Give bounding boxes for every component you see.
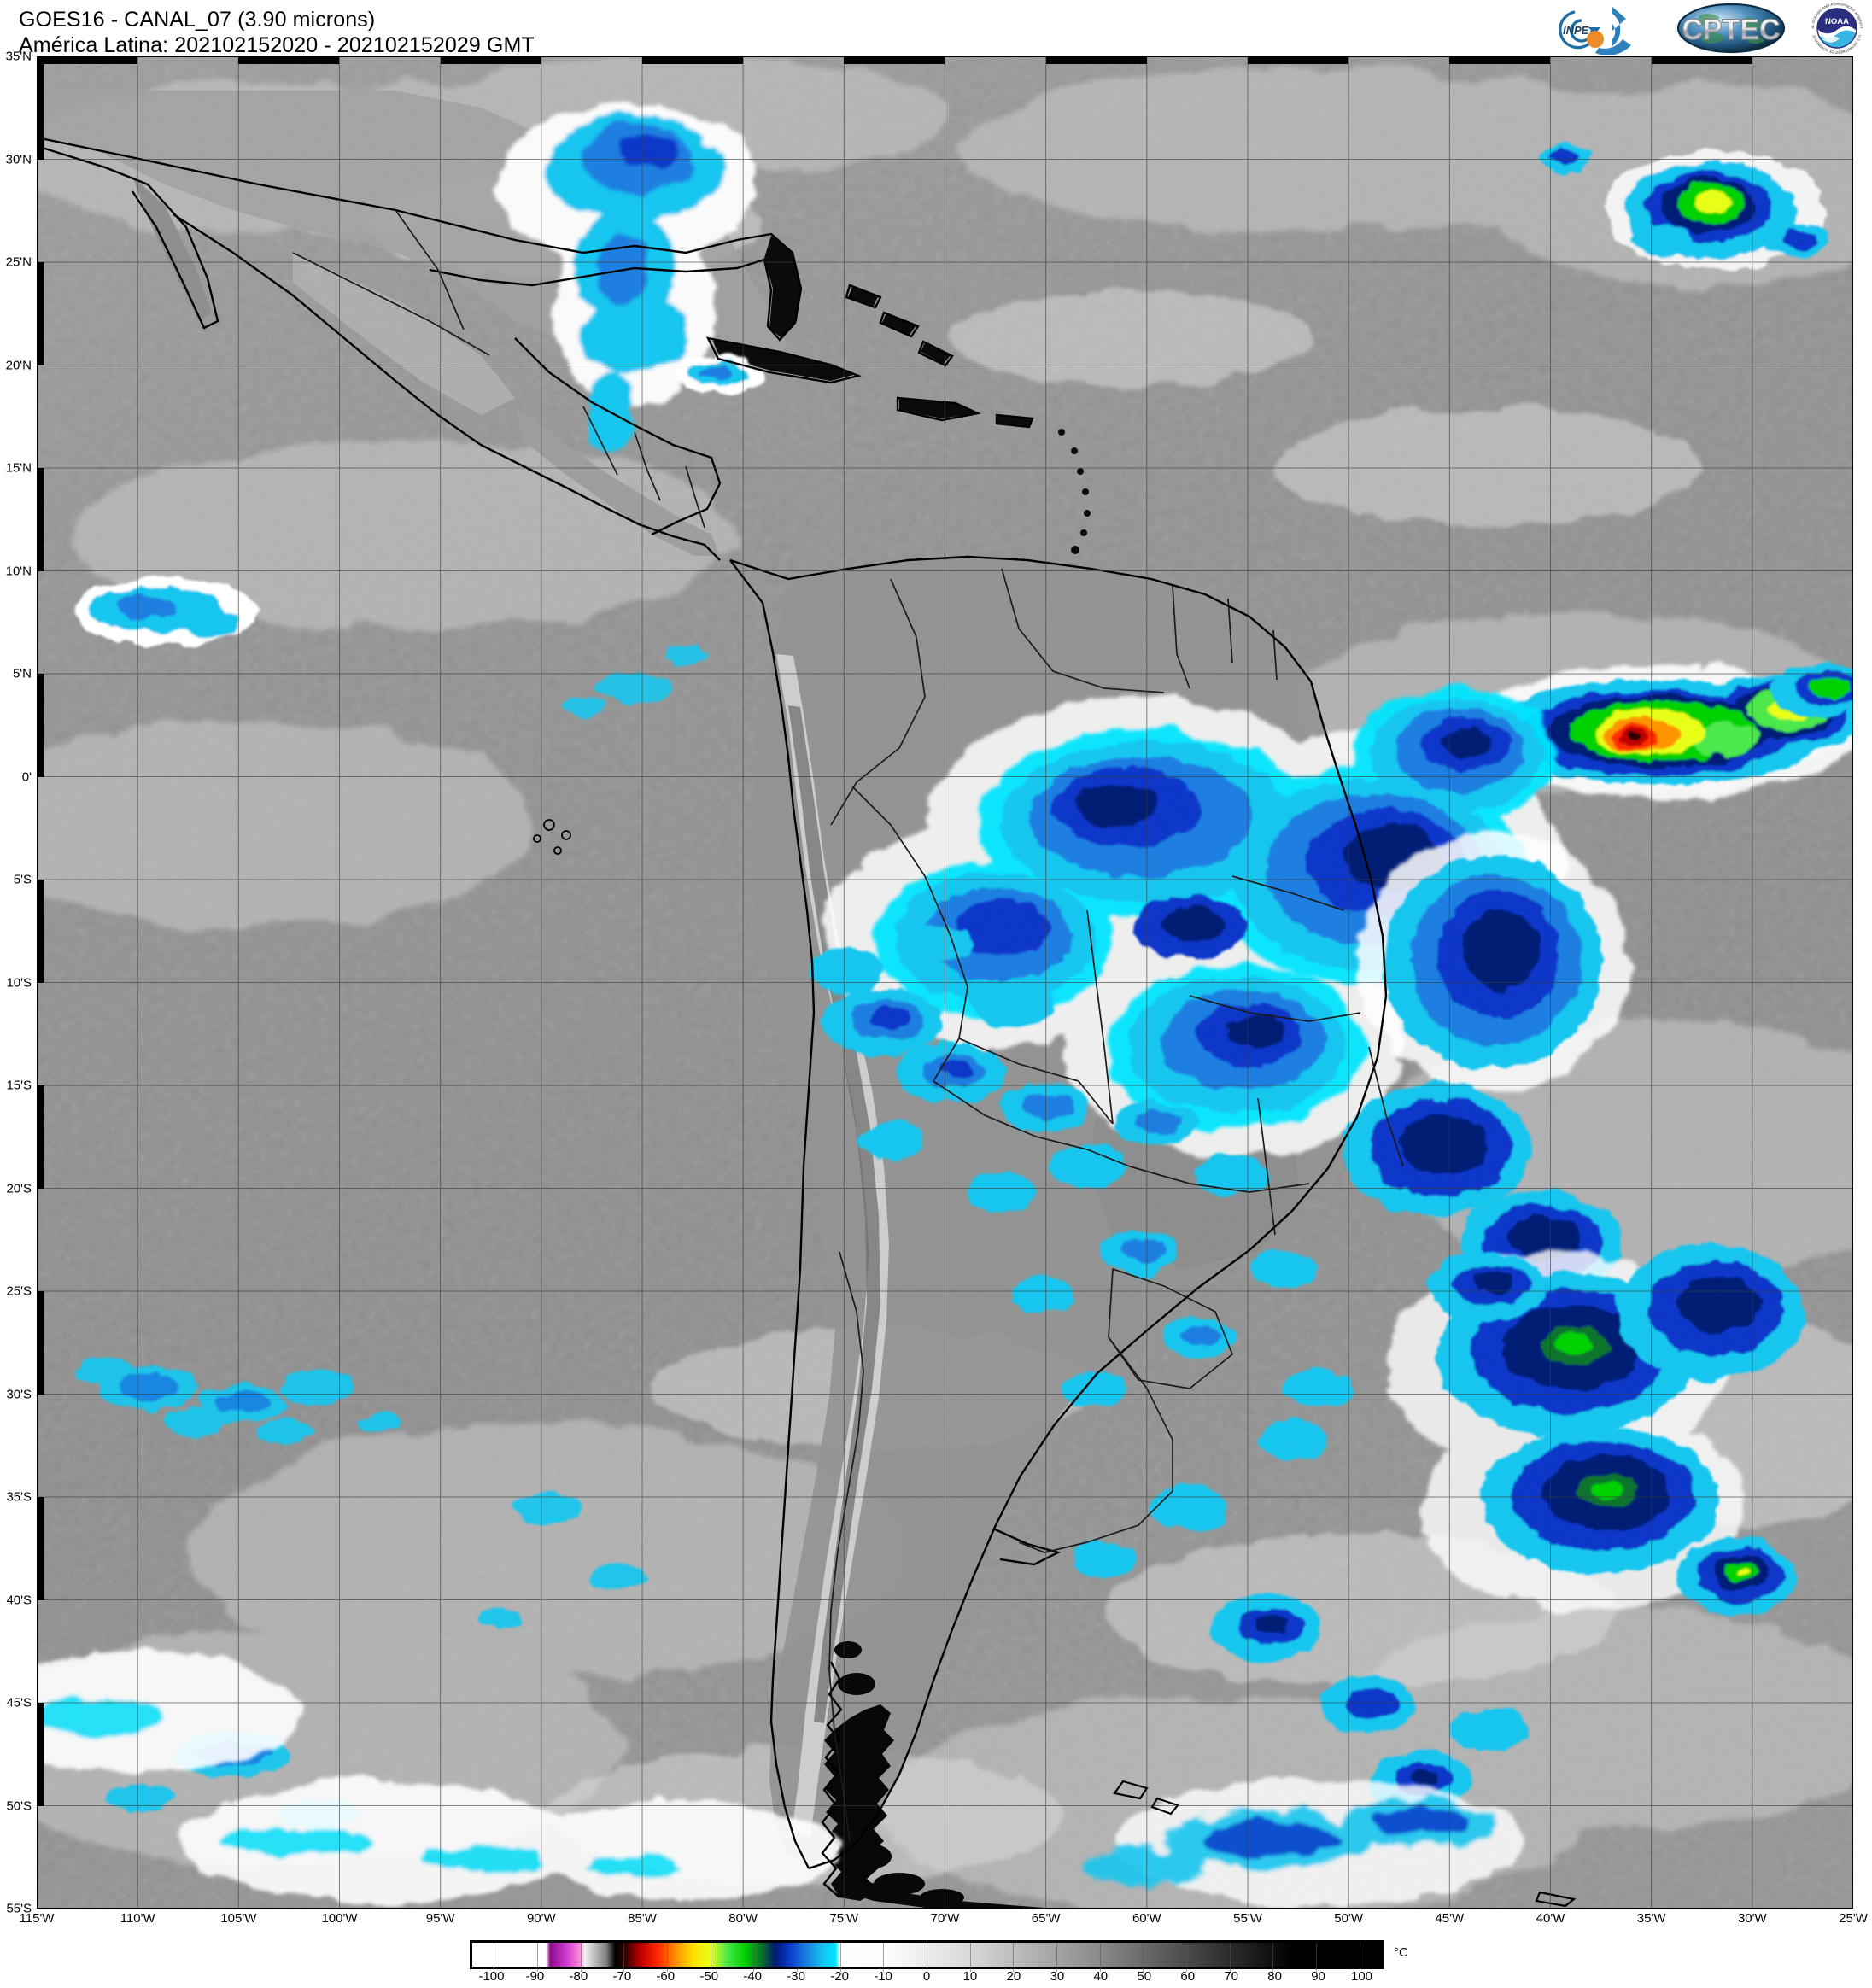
lon-tick-label: 60'W	[1132, 1911, 1161, 1926]
colorbar-tick-label: 10	[962, 1969, 978, 1984]
colorbar-tick-label: -20	[830, 1969, 849, 1984]
colorbar-separator	[667, 1943, 668, 1972]
colorbar-separator	[623, 1943, 625, 1972]
lat-tick-label: 15'S	[6, 1078, 32, 1093]
header: GOES16 - CANAL_07 (3.90 microns) América…	[0, 0, 1872, 58]
lat-tick-label: 30'S	[6, 1387, 32, 1401]
lat-tick-label: 0'	[21, 769, 32, 784]
coastlines	[37, 136, 1577, 1908]
lat-tick-label: 25'S	[6, 1283, 32, 1299]
inpe-logo: INPE	[1559, 7, 1631, 55]
lat-tick-label: 35'S	[6, 1489, 32, 1505]
lat-tick-label: 5'S	[13, 872, 32, 887]
lon-tick-label: 80'W	[728, 1911, 758, 1926]
colorbar-separator	[1143, 1943, 1144, 1972]
lon-tick-label: 70'W	[930, 1911, 960, 1926]
title-block: GOES16 - CANAL_07 (3.90 microns) América…	[19, 7, 535, 58]
lon-tick-label: 35'W	[1636, 1911, 1666, 1926]
lat-tick-label: 10'N	[5, 564, 32, 578]
colorbar-separator	[839, 1943, 841, 1972]
lat-tick-label: 45'S	[6, 1695, 32, 1710]
colorbar-separator	[1186, 1943, 1187, 1972]
colorbar-separator	[753, 1943, 755, 1972]
lon-tick-label: 40'W	[1536, 1911, 1565, 1926]
lon-tick-label: 90'W	[526, 1911, 556, 1926]
colorbar-tick-label: 20	[1006, 1969, 1021, 1984]
colorbar-separator	[797, 1943, 798, 1972]
colorbar-separator	[1316, 1943, 1317, 1972]
cptec-logo-text: CPTEC	[1682, 14, 1780, 46]
lon-tick-label: 30'W	[1737, 1911, 1767, 1926]
colorbar-tick-label: -50	[699, 1969, 719, 1984]
colorbar-tick-label: -10	[874, 1969, 892, 1984]
product-title: GOES16 - CANAL_07 (3.90 microns)	[19, 8, 376, 32]
latitude-axis: 35'N 30'N 25'N 20'N 15'N 10'N 5'N 0' 5'S 10'S 15'S…	[0, 50, 35, 1916]
lat-tick-label: 25'N	[5, 254, 32, 270]
lon-tick-label: 115'W	[19, 1911, 55, 1926]
lon-tick-label: 65'W	[1031, 1911, 1061, 1926]
colorbar-tick-label: 50	[1137, 1969, 1152, 1984]
colorbar-separator	[1056, 1943, 1057, 1972]
lat-tick-label: 5'N	[12, 666, 32, 681]
satellite-imagery[interactable]	[37, 56, 1853, 1909]
colorbar-tick-label: 30	[1050, 1969, 1065, 1984]
colorbar-tick-label: -40	[743, 1969, 763, 1984]
noaa-logo-text: NOAA	[1825, 17, 1849, 26]
colorbar-separator	[883, 1943, 885, 1972]
lon-tick-label: 50'W	[1334, 1911, 1364, 1926]
colorbar-tick-label: -70	[612, 1969, 632, 1984]
map-container[interactable]	[37, 56, 1853, 1909]
colorbar-separator	[537, 1943, 538, 1972]
lon-tick-label: 75'W	[829, 1911, 859, 1926]
longitude-axis: 115'W 110'W 105'W 100'W 95'W 90'W 85'W 80'W 75'W…	[20, 1911, 1868, 1933]
colorbar-tick-label: 60	[1180, 1969, 1196, 1984]
colorbar-separator	[1229, 1943, 1231, 1972]
lat-tick-label: 35'N	[5, 49, 32, 64]
colorbar-tick-label: 80	[1267, 1969, 1282, 1984]
colorbar-gradient	[470, 1940, 1384, 1972]
lon-tick-label: 95'W	[425, 1911, 455, 1926]
colorbar-tick-label: 0	[922, 1969, 931, 1984]
lat-tick-label: 50'S	[6, 1798, 32, 1813]
lat-tick-label: 15'N	[5, 460, 32, 476]
cptec-logo: CPTEC	[1676, 3, 1786, 54]
lon-tick-label: 105'W	[220, 1911, 257, 1926]
lat-tick-label: 30'N	[5, 152, 32, 167]
lat-tick-label: 20'S	[6, 1181, 32, 1196]
colorbar-tick-label: -100	[478, 1969, 505, 1984]
logo-row: INPE	[1549, 2, 1863, 55]
colorbar-tick-label: -30	[787, 1969, 805, 1984]
colorbar-tick-label: 90	[1311, 1969, 1325, 1984]
colorbar-separator	[580, 1943, 582, 1972]
product-subtitle: América Latina: 202102152020 - 202102152…	[19, 33, 535, 57]
colorbar	[470, 1940, 1384, 1972]
colorbar-tick-label: 40	[1093, 1969, 1109, 1984]
lat-lon-grid	[37, 56, 1853, 1909]
colorbar-tick-label: -60	[656, 1969, 676, 1984]
colorbar-separator	[1013, 1943, 1015, 1972]
lat-tick-label: 10'S	[6, 975, 32, 990]
lat-tick-label: 55'S	[6, 1901, 32, 1916]
noaa-logo: NOAA NATIONAL OCEANIC AND ATMOSPHERIC AD…	[1811, 2, 1863, 55]
lon-tick-label: 85'W	[628, 1911, 657, 1926]
colorbar-separator	[969, 1943, 971, 1972]
lat-tick-label: 40'S	[6, 1593, 32, 1607]
lon-tick-label: 55'W	[1233, 1911, 1262, 1926]
colorbar-unit-label: °C	[1394, 1945, 1408, 1960]
colorbar-tick-labels: -100 -90 -80 -70 -60 -50 -40 -30 -20 -10 0 10 20 30 40…	[470, 1969, 1384, 1988]
lon-tick-label: 45'W	[1435, 1911, 1465, 1926]
map-svg	[37, 56, 1853, 1909]
lon-tick-label: 25'W	[1839, 1911, 1868, 1926]
colorbar-separator	[1272, 1943, 1274, 1972]
colorbar-tick-label: -90	[525, 1969, 545, 1984]
lat-tick-label: 20'N	[5, 358, 32, 372]
colorbar-tick-label: 70	[1224, 1969, 1238, 1984]
lon-tick-label: 100'W	[321, 1911, 358, 1926]
inpe-logo-text: INPE	[1563, 24, 1589, 37]
colorbar-separator	[1099, 1943, 1101, 1972]
colorbar-tick-label: 100	[1351, 1969, 1373, 1984]
colorbar-tick-label: -80	[569, 1969, 588, 1984]
lon-tick-label: 110'W	[120, 1911, 155, 1926]
